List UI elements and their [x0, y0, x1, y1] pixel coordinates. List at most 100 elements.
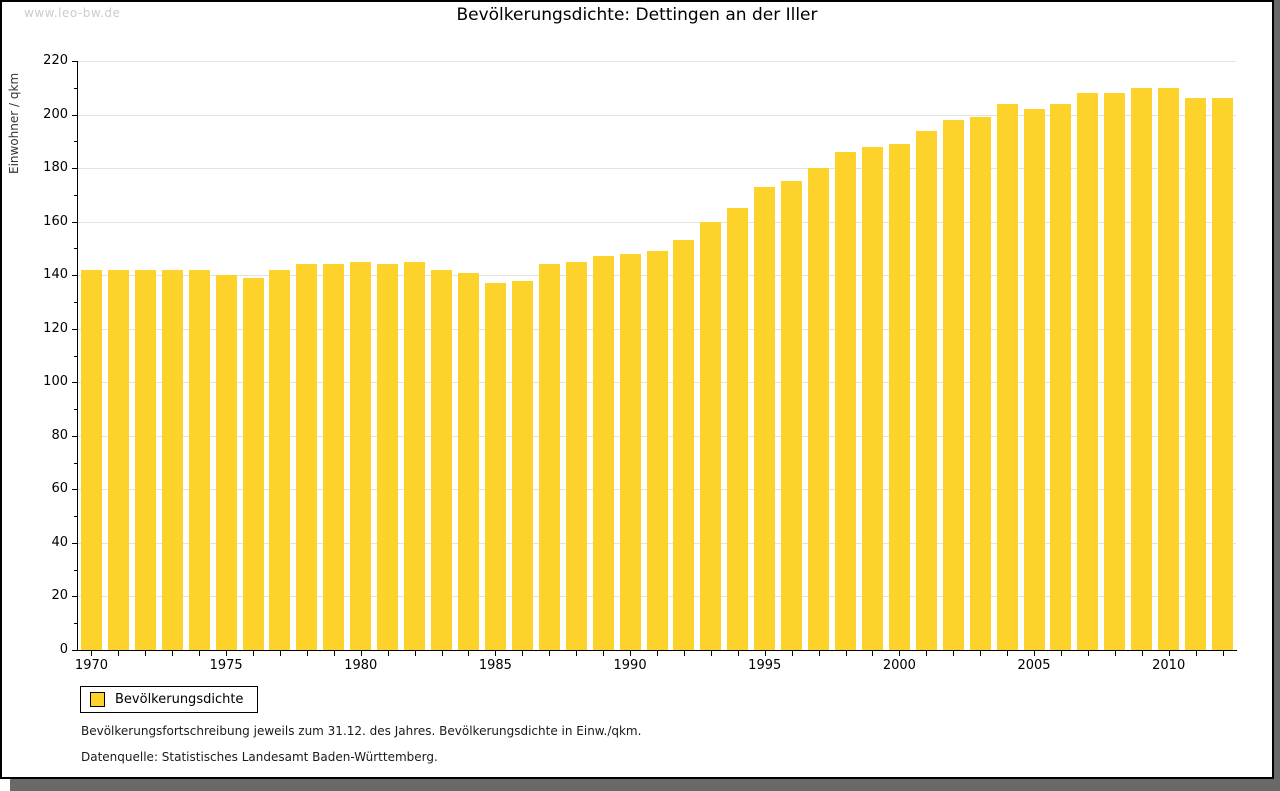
y-tick-label-160: 160 — [43, 213, 68, 229]
x-tick-2004 — [1007, 651, 1009, 656]
y-tick-200 — [72, 114, 78, 116]
bar-1996 — [781, 181, 803, 650]
x-tick-2002 — [953, 651, 955, 656]
y-tick-label-40: 40 — [51, 534, 68, 550]
x-tick-2010 — [1168, 651, 1170, 656]
frame-shadow-bottom — [10, 779, 1280, 791]
gridline-y-220 — [78, 61, 1236, 62]
bar-1995 — [754, 186, 776, 650]
bar-1983 — [431, 269, 453, 650]
bar-1975 — [215, 275, 237, 650]
x-tick-1992 — [683, 651, 685, 656]
bar-1990 — [619, 253, 641, 650]
x-tick-1977 — [279, 651, 281, 656]
y-minor-tick-50 — [74, 516, 78, 518]
x-tick-1986 — [522, 651, 524, 656]
bar-2009 — [1131, 87, 1153, 650]
x-tick-label-2000: 2000 — [882, 658, 916, 673]
bar-2001 — [915, 130, 937, 650]
x-tick-1988 — [576, 651, 578, 656]
bar-2010 — [1158, 87, 1180, 650]
bar-1992 — [673, 240, 695, 650]
legend-swatch-icon — [90, 692, 105, 707]
y-tick-label-60: 60 — [51, 481, 68, 497]
bar-1973 — [161, 269, 183, 650]
bar-1982 — [404, 261, 426, 650]
footnote-data-source: Datenquelle: Statistisches Landesamt Bad… — [81, 750, 438, 764]
plot-area: 0 20 40 60 80 100 120 140 160 180 200 220 1970 1975 19… — [43, 53, 1237, 673]
bar-1971 — [107, 269, 129, 650]
x-tick-1998 — [845, 651, 847, 656]
bar-1981 — [377, 264, 399, 650]
watermark: www.leo-bw.de — [24, 6, 121, 20]
x-tick-1976 — [253, 651, 255, 656]
bar-2002 — [942, 119, 964, 650]
y-tick-120 — [72, 328, 78, 330]
bar-1976 — [242, 277, 264, 650]
bar-2012 — [1212, 98, 1234, 650]
gridline-y-160 — [78, 221, 1236, 223]
x-tick-1991 — [657, 651, 658, 656]
y-tick-180 — [72, 168, 78, 170]
bar-1979 — [323, 264, 345, 650]
x-tick-label-2010: 2010 — [1152, 658, 1186, 673]
y-tick-label-20: 20 — [51, 588, 68, 604]
bar-1994 — [727, 208, 749, 650]
y-minor-tick-70 — [74, 462, 78, 464]
x-tick-1975 — [226, 651, 228, 656]
x-tick-1999 — [872, 651, 874, 656]
x-tick-1985 — [495, 651, 497, 656]
x-tick-1979 — [333, 651, 335, 656]
y-tick-80 — [72, 435, 78, 437]
bar-2006 — [1050, 103, 1072, 650]
x-tick-label-1980: 1980 — [344, 658, 378, 673]
y-tick-140 — [72, 275, 78, 277]
y-tick-100 — [72, 382, 78, 384]
x-tick-2000 — [899, 651, 901, 656]
y-tick-160 — [72, 221, 78, 223]
x-tick-2012 — [1222, 651, 1224, 656]
x-tick-1984 — [468, 651, 470, 656]
x-tick-1989 — [603, 651, 605, 656]
bar-1985 — [484, 283, 506, 650]
bar-1980 — [350, 261, 372, 650]
y-tick-label-140: 140 — [43, 267, 68, 283]
bar-1989 — [592, 256, 614, 650]
y-minor-tick-110 — [74, 355, 78, 357]
y-tick-label-0: 0 — [59, 642, 68, 657]
x-tick-1987 — [549, 651, 551, 656]
y-minor-tick-150 — [74, 248, 78, 250]
y-minor-tick-210 — [74, 87, 78, 89]
y-tick-label-220: 220 — [43, 53, 68, 68]
x-tick-1971 — [118, 651, 120, 656]
bar-1977 — [269, 269, 291, 650]
page-title: Bevölkerungsdichte: Dettingen an der Ill… — [456, 5, 818, 25]
x-tick-2011 — [1195, 651, 1197, 656]
footnote-source-note: Bevölkerungsfortschreibung jeweils zum 3… — [81, 724, 642, 738]
y-minor-tick-90 — [74, 409, 78, 411]
x-tick-1981 — [387, 651, 389, 656]
bar-1993 — [700, 221, 722, 650]
x-tick-1995 — [764, 651, 766, 656]
bar-2003 — [969, 117, 991, 650]
x-tick-2007 — [1087, 651, 1089, 656]
bar-1988 — [565, 261, 587, 650]
x-tick-1993 — [710, 651, 712, 656]
x-tick-2008 — [1114, 651, 1116, 656]
x-tick-1990 — [630, 651, 632, 656]
x-tick-1978 — [306, 651, 308, 656]
legend-label: Bevölkerungsdichte — [115, 692, 244, 707]
x-tick-1982 — [414, 651, 416, 656]
y-minor-tick-10 — [74, 623, 78, 625]
bar-1991 — [646, 251, 668, 650]
bar-1998 — [835, 152, 856, 650]
y-tick-label-80: 80 — [51, 427, 68, 443]
x-tick-2009 — [1141, 651, 1143, 656]
bar-1999 — [861, 146, 883, 650]
y-tick-label-100: 100 — [43, 374, 68, 390]
legend: Bevölkerungsdichte — [80, 686, 259, 713]
bar-1984 — [457, 272, 479, 650]
x-tick-1980 — [360, 651, 362, 656]
x-tick-1997 — [818, 651, 820, 656]
y-tick-label-180: 180 — [43, 160, 68, 176]
